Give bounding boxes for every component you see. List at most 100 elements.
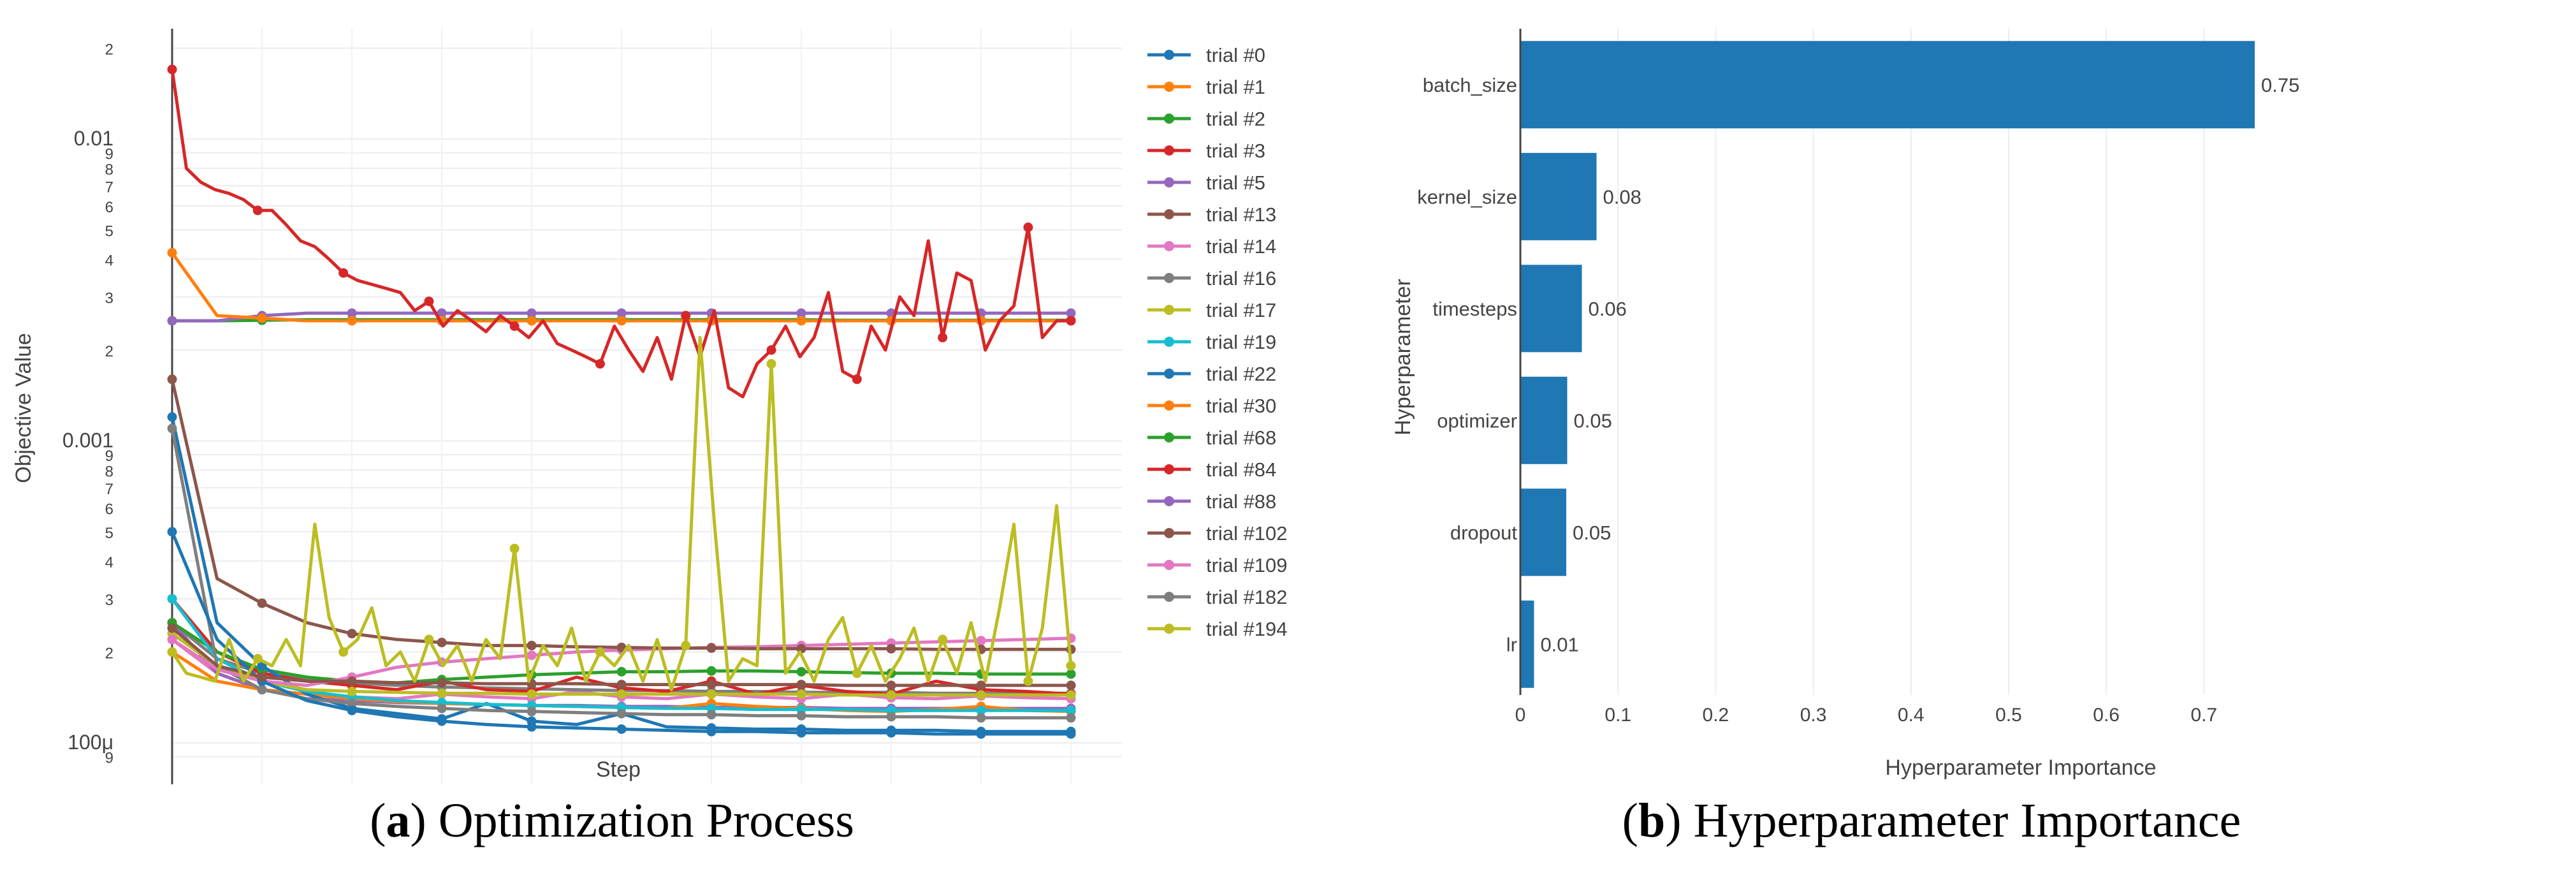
series-point	[347, 316, 357, 326]
plot-a-y-tick-label: 5	[105, 223, 113, 240]
caption-a-letter: a	[386, 794, 410, 847]
legend-item: trial #30	[1147, 395, 1276, 417]
bar	[1520, 600, 1534, 688]
series-point	[437, 678, 447, 688]
legend-marker	[1164, 82, 1174, 92]
legend-item: trial #14	[1147, 235, 1276, 258]
series-point	[766, 359, 776, 369]
series-point	[706, 726, 717, 736]
legend-marker	[1164, 209, 1174, 219]
legend-marker	[1164, 560, 1174, 570]
series-point	[706, 710, 717, 720]
legend-label: trial #84	[1206, 458, 1276, 481]
legend-label: trial #19	[1206, 331, 1276, 353]
legend-item: trial #17	[1147, 299, 1276, 321]
legend-label: trial #109	[1206, 554, 1288, 576]
bar-value-label: 0.06	[1589, 298, 1627, 320]
series-point	[796, 308, 806, 318]
series-line	[170, 335, 1073, 692]
legend-marker	[1164, 624, 1174, 634]
series-point	[796, 728, 806, 738]
plot-a-legend: trial #0 trial #1 trial #2 trial #3 trial #5…	[1147, 44, 1288, 640]
series-point	[338, 268, 349, 278]
series-point	[527, 722, 537, 732]
series-point	[766, 345, 776, 355]
bar-category-label: dropout	[1450, 522, 1518, 544]
bar	[1520, 376, 1568, 464]
plot-a-y-tick-label: 2	[105, 343, 113, 360]
legend-label: trial #30	[1206, 395, 1276, 417]
caption-a-text: Optimization Process	[426, 794, 854, 847]
plot-a-y-tick-label: 7	[105, 481, 113, 498]
bar-group: kernel_size 0.08	[1417, 152, 1641, 240]
legend-label: trial #182	[1206, 586, 1288, 608]
legend-marker	[1164, 113, 1174, 124]
series-point	[938, 634, 948, 645]
series-point	[167, 594, 177, 604]
plot-a-series	[167, 64, 1076, 739]
series-point	[527, 640, 537, 650]
series-point	[852, 668, 862, 678]
plot-a-y-tick-label: 4	[105, 252, 113, 269]
legend-item: trial #13	[1147, 203, 1276, 226]
bar-category-label: lr	[1506, 633, 1517, 655]
legend-label: trial #3	[1206, 140, 1265, 162]
plot-b-x-tick-label: 0.5	[1995, 705, 2022, 726]
series-point	[257, 598, 267, 608]
series-point	[886, 728, 896, 738]
series-point	[1066, 661, 1076, 671]
series-point	[167, 316, 177, 326]
series-point	[347, 686, 357, 696]
bar-group: batch_size 0.75	[1423, 41, 2299, 129]
legend-label: trial #194	[1206, 618, 1288, 640]
series-point	[681, 311, 691, 321]
series-point	[257, 672, 267, 682]
legend-label: trial #102	[1206, 522, 1288, 545]
plot-b-x-tick-label: 0.1	[1605, 705, 1631, 726]
series-point	[1066, 680, 1076, 691]
series-point	[527, 706, 537, 717]
series-point	[437, 688, 447, 698]
plot-a-y-tick-label: 3	[105, 290, 113, 307]
plot-a-y-tick-label: 9	[105, 750, 113, 767]
series-point	[976, 636, 986, 646]
legend-item: trial #88	[1147, 490, 1276, 513]
legend-label: trial #14	[1206, 235, 1276, 258]
legend-marker	[1164, 400, 1174, 411]
bar-value-label: 0.05	[1573, 522, 1611, 544]
series-point	[1066, 316, 1076, 326]
legend-marker	[1164, 496, 1174, 506]
plot-a-y-tick-label: 0.001	[62, 429, 113, 452]
legend-marker	[1164, 177, 1174, 187]
bar	[1520, 41, 2255, 129]
plot-a-y-tick-label: 5	[105, 525, 113, 542]
legend-label: trial #88	[1206, 490, 1276, 513]
plot-a-y-tick-label: 6	[105, 501, 113, 518]
plot-a-y-tick-label: 7	[105, 179, 113, 196]
series-point	[252, 654, 263, 664]
series-point	[886, 712, 896, 722]
legend-label: trial #17	[1206, 299, 1276, 321]
series-point	[681, 640, 691, 650]
series-point	[886, 680, 896, 691]
legend-item: trial #194	[1147, 618, 1288, 640]
series-point	[437, 703, 447, 714]
bar-category-label: kernel_size	[1417, 186, 1517, 208]
plot-b-x-tick-label: 0.7	[2190, 705, 2217, 726]
series-point	[796, 667, 806, 677]
series-point	[796, 689, 806, 699]
legend-marker	[1164, 592, 1174, 602]
legend-marker	[1164, 273, 1174, 283]
plot-a-y-tick-label: 0.01	[74, 127, 113, 150]
bar	[1520, 152, 1597, 240]
series-point	[616, 680, 627, 690]
series-point	[167, 623, 177, 633]
series-point	[347, 676, 357, 686]
bar-value-label: 0.01	[1540, 633, 1578, 655]
legend-marker	[1164, 432, 1174, 443]
series-point	[527, 308, 537, 318]
legend-label: trial #68	[1206, 427, 1276, 449]
series-point	[616, 689, 627, 699]
legend-marker	[1164, 145, 1174, 156]
series-point	[252, 205, 263, 216]
